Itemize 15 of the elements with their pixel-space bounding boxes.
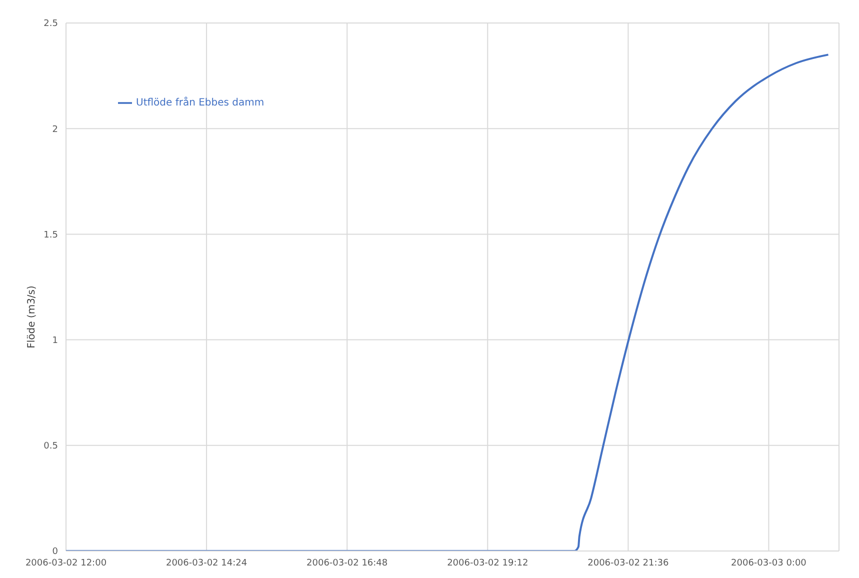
x-tick-label: 2006-03-02 16:48 [306, 558, 388, 568]
x-tick-label: 2006-03-02 19:12 [447, 558, 528, 568]
x-tick-label: 2006-03-02 12:00 [25, 558, 107, 568]
legend-label: Utflöde från Ebbes damm [136, 98, 264, 109]
x-tick-label: 2006-03-03 0:00 [731, 558, 807, 568]
y-tick-label: 0 [52, 547, 58, 558]
line-series [66, 54, 830, 551]
x-tick-label: 2006-03-02 14:24 [166, 558, 248, 568]
y-tick-label: 0.5 [44, 442, 58, 452]
y-tick-label: 2.5 [44, 19, 58, 30]
x-tick-label: 2006-03-02 21:36 [588, 558, 669, 568]
y-tick-label: 1.5 [44, 230, 58, 240]
y-axis-title: Flöde (m3/s) [26, 285, 38, 348]
y-tick-label: 1 [52, 336, 58, 346]
y-tick-label: 2 [52, 124, 58, 135]
